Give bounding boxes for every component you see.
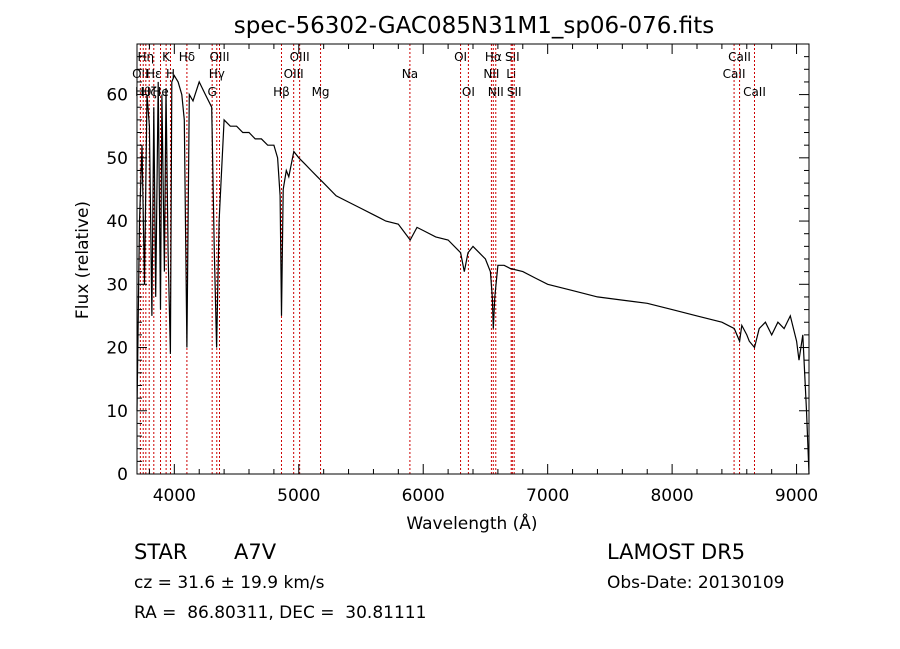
y-tick-label-4: 40 (106, 212, 128, 232)
line-label-3: Hζ (141, 85, 157, 99)
obs-date: Obs-Date: 20130109 (607, 573, 785, 593)
line-label-5: He (152, 85, 168, 99)
line-label-12: Hβ (273, 85, 290, 99)
line-label-22: Li (506, 67, 516, 81)
x-tick-label-5: 9000 (775, 486, 818, 506)
y-tick-label-6: 60 (106, 86, 128, 106)
x-tick-label-2: 6000 (402, 486, 445, 506)
x-axis-label: Wavelength (Å) (406, 512, 537, 534)
line-label-0: OII (132, 67, 149, 81)
line-label-10: Hγ (209, 67, 225, 81)
line-label-17: OI (454, 50, 467, 64)
x-axis: 4000 5000 6000 7000 8000 9000 (148, 44, 818, 506)
object-subclass: A7V (234, 540, 277, 564)
y-axis: 0 10 20 30 40 50 60 (106, 56, 809, 485)
line-label-13: OIII (284, 67, 304, 81)
line-label-21: NII (488, 85, 504, 99)
line-label-20: Hα (485, 50, 502, 64)
y-tick-label-2: 20 (106, 339, 128, 359)
line-label-11: OIII (209, 50, 229, 64)
x-tick-label-0: 4000 (153, 486, 196, 506)
coordinates: RA = 86.80311, DEC = 30.81111 (134, 603, 427, 623)
line-label-14: OIII (290, 50, 310, 64)
line-label-2: Hη (138, 50, 155, 64)
y-axis-label: Flux (relative) (73, 201, 93, 319)
y-tick-label-1: 10 (106, 402, 128, 422)
survey-name: LAMOST DR5 (607, 540, 746, 564)
line-markers: OIIHθHηHζHεHeKHHδGHγOIIIHβOIIIOIIIMgNaOI… (132, 44, 766, 474)
chart-title: spec-56302-GAC085N31M1_sp06-076.fits (234, 13, 714, 39)
object-class: STAR (134, 540, 188, 564)
spectrum-line (136, 74, 810, 475)
line-label-19: NII (483, 67, 499, 81)
line-label-15: Mg (312, 85, 330, 99)
line-label-7: H (166, 67, 175, 81)
line-label-8: Hδ (179, 50, 195, 64)
line-label-18: OI (462, 85, 475, 99)
y-tick-label-5: 50 (106, 149, 128, 169)
y-tick-label-0: 0 (117, 465, 128, 485)
plot-frame (136, 43, 810, 475)
line-label-27: CaII (743, 85, 766, 99)
y-tick-label-3: 30 (106, 275, 128, 295)
line-label-9: G (208, 85, 217, 99)
x-tick-label-3: 7000 (526, 486, 569, 506)
line-label-25: CaII (723, 67, 746, 81)
line-label-16: Na (402, 67, 418, 81)
x-tick-label-1: 5000 (277, 486, 320, 506)
line-label-4: Hε (146, 67, 162, 81)
redshift-cz: cz = 31.6 ± 19.9 km/s (134, 573, 325, 593)
line-label-24: SII (507, 85, 522, 99)
line-label-6: K (162, 50, 171, 64)
line-label-23: SII (505, 50, 520, 64)
x-tick-label-4: 8000 (650, 486, 693, 506)
line-label-26: CaII (728, 50, 751, 64)
